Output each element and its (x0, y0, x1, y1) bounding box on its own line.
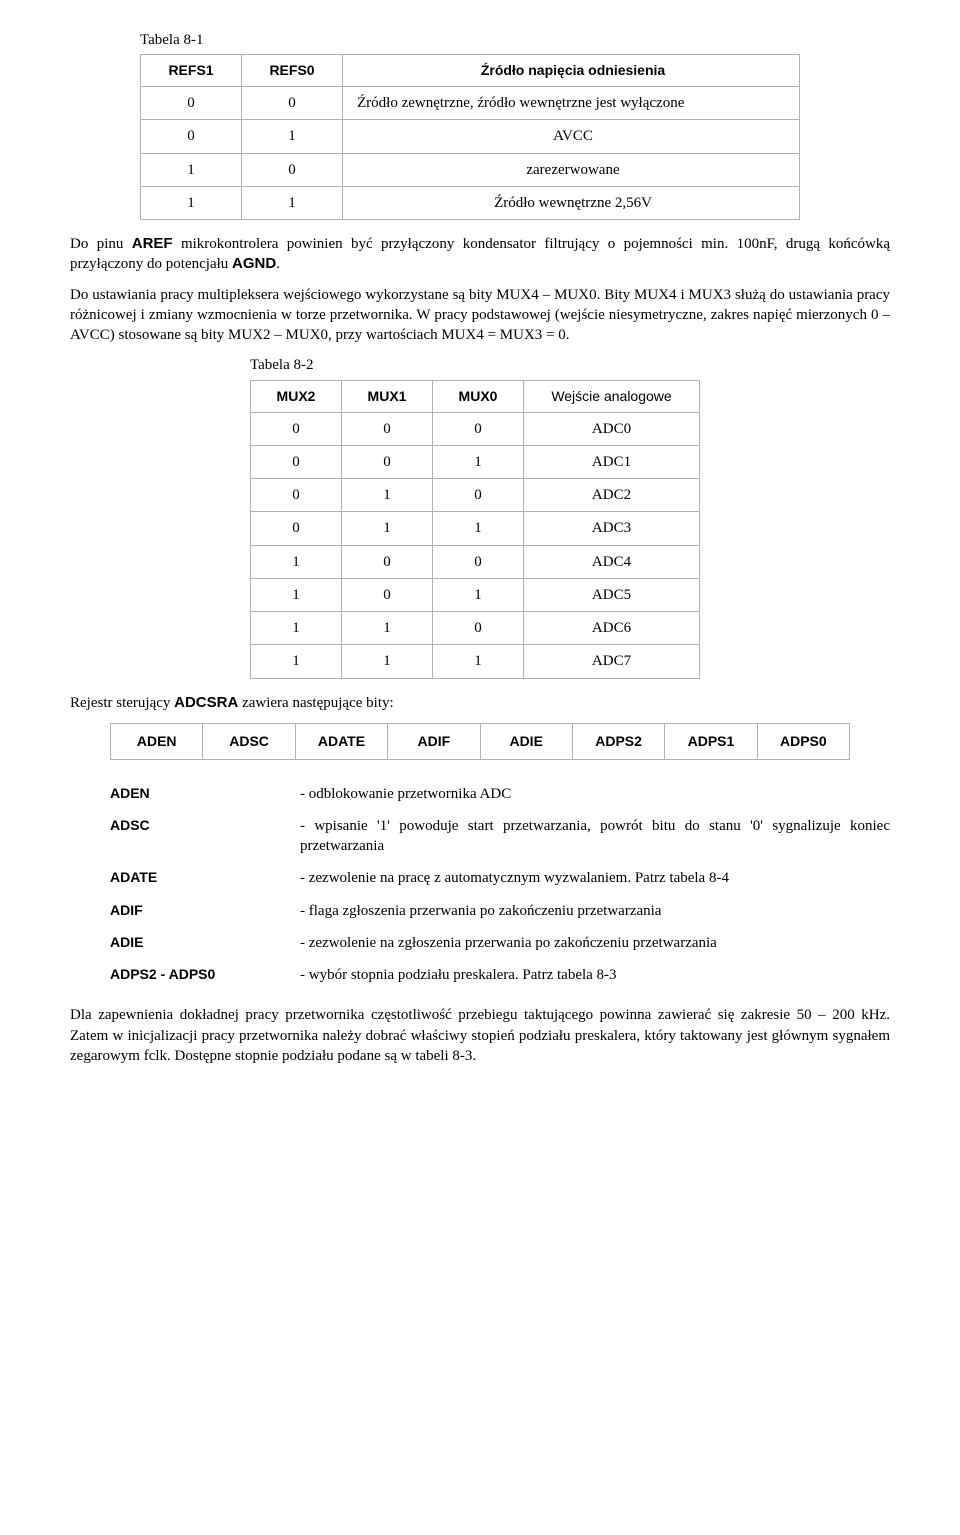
regbit: ADIE (480, 723, 572, 759)
tbl81-cell: Źródło zewnętrzne, źródło wewnętrzne jes… (343, 87, 800, 120)
table-8-2-caption: Tabela 8-2 (250, 355, 890, 375)
def-val: - odblokowanie przetwornika ADC (290, 778, 890, 810)
tbl82-cell: ADC3 (524, 512, 700, 545)
tbl82-cell: ADC5 (524, 578, 700, 611)
def-val: - flaga zgłoszenia przerwania po zakończ… (290, 895, 890, 927)
tbl81-cell: 0 (141, 87, 242, 120)
tbl81-cell: 0 (242, 87, 343, 120)
tbl82-cell: ADC0 (524, 412, 700, 445)
bit-definitions: ADEN- odblokowanie przetwornika ADC ADSC… (110, 778, 890, 992)
tbl81-cell: Źródło wewnętrzne 2,56V (343, 186, 800, 219)
tbl82-cell: 0 (342, 412, 433, 445)
tbl81-cell: zarezerwowane (343, 153, 800, 186)
tbl82-cell: 0 (433, 479, 524, 512)
tbl82-cell: 0 (251, 512, 342, 545)
def-key: ADEN (110, 778, 290, 810)
tbl81-cell: 1 (242, 186, 343, 219)
table-8-1: REFS1 REFS0 Źródło napięcia odniesienia … (140, 54, 800, 220)
tbl81-cell: 0 (242, 153, 343, 186)
regbit: ADIF (388, 723, 480, 759)
tbl82-cell: ADC6 (524, 612, 700, 645)
tbl82-cell: 1 (342, 612, 433, 645)
tbl82-cell: 1 (433, 578, 524, 611)
tbl82-cell: 0 (342, 545, 433, 578)
regbit: ADPS0 (757, 723, 849, 759)
text: zawiera następujące bity: (238, 695, 393, 711)
tbl82-cell: 1 (342, 645, 433, 678)
table-8-1-caption: Tabela 8-1 (140, 30, 890, 50)
text: Rejestr sterujący (70, 695, 174, 711)
tbl82-cell: 1 (342, 479, 433, 512)
tbl82-cell: 0 (251, 412, 342, 445)
regbit: ADSC (203, 723, 295, 759)
regbit: ADPS1 (665, 723, 757, 759)
tbl82-cell: 0 (433, 612, 524, 645)
tbl81-cell: AVCC (343, 120, 800, 153)
register-bits-row: ADEN ADSC ADATE ADIF ADIE ADPS2 ADPS1 AD… (110, 723, 850, 760)
def-key: ADPS2 - ADPS0 (110, 959, 290, 991)
adcsra-label: ADCSRA (174, 694, 238, 711)
def-val: - wpisanie '1' powoduje start przetwarza… (290, 810, 890, 863)
tbl81-h2: Źródło napięcia odniesienia (343, 55, 800, 87)
tbl82-cell: 1 (433, 512, 524, 545)
def-key: ADSC (110, 810, 290, 863)
tbl81-cell: 1 (141, 153, 242, 186)
text: Do pinu (70, 236, 132, 252)
agnd-label: AGND (232, 255, 276, 272)
tbl81-cell: 1 (141, 186, 242, 219)
regbit: ADPS2 (572, 723, 664, 759)
regbit: ADEN (111, 723, 203, 759)
tbl82-cell: 0 (342, 445, 433, 478)
tbl82-h3: Wejście analogowe (524, 380, 700, 412)
tbl82-h2: MUX0 (433, 380, 524, 412)
tbl82-cell: 1 (251, 645, 342, 678)
tbl82-cell: 1 (433, 445, 524, 478)
text: . (276, 256, 280, 272)
tbl82-cell: 1 (251, 545, 342, 578)
tbl81-h1: REFS0 (242, 55, 343, 87)
def-key: ADATE (110, 862, 290, 894)
paragraph-prescaler: Dla zapewnienia dokładnej pracy przetwor… (70, 1005, 890, 1066)
tbl82-h1: MUX1 (342, 380, 433, 412)
tbl81-cell: 0 (141, 120, 242, 153)
def-key: ADIF (110, 895, 290, 927)
def-key: ADIE (110, 927, 290, 959)
tbl82-cell: 1 (251, 578, 342, 611)
tbl82-cell: ADC7 (524, 645, 700, 678)
paragraph-mux: Do ustawiania pracy multipleksera wejści… (70, 285, 890, 346)
tbl82-cell: 1 (251, 612, 342, 645)
tbl82-cell: 0 (251, 445, 342, 478)
tbl82-cell: ADC2 (524, 479, 700, 512)
tbl82-h0: MUX2 (251, 380, 342, 412)
tbl82-cell: 0 (433, 412, 524, 445)
tbl82-cell: 0 (433, 545, 524, 578)
text: mikrokontrolera powinien być przyłączony… (70, 236, 890, 272)
tbl81-h0: REFS1 (141, 55, 242, 87)
table-8-2: MUX2 MUX1 MUX0 Wejście analogowe 000ADC0… (250, 380, 700, 679)
tbl82-cell: 1 (342, 512, 433, 545)
tbl81-cell: 1 (242, 120, 343, 153)
paragraph-adcsra: Rejestr sterujący ADCSRA zawiera następu… (70, 693, 890, 713)
aref-label: AREF (132, 235, 173, 252)
def-val: - wybór stopnia podziału preskalera. Pat… (290, 959, 890, 991)
tbl82-cell: 0 (342, 578, 433, 611)
def-val: - zezwolenie na pracę z automatycznym wy… (290, 862, 890, 894)
tbl82-cell: ADC4 (524, 545, 700, 578)
regbit: ADATE (295, 723, 387, 759)
def-val: - zezwolenie na zgłoszenia przerwania po… (290, 927, 890, 959)
tbl82-cell: 1 (433, 645, 524, 678)
tbl82-cell: ADC1 (524, 445, 700, 478)
paragraph-aref: Do pinu AREF mikrokontrolera powinien by… (70, 234, 890, 275)
tbl82-cell: 0 (251, 479, 342, 512)
